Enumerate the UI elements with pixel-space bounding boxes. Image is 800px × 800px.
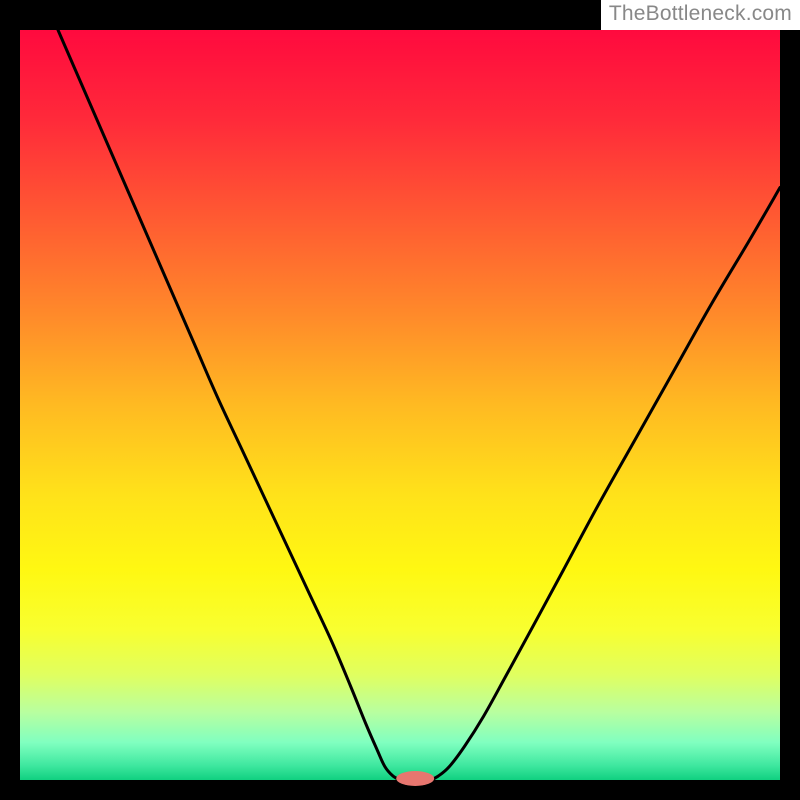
- chart-container: { "watermark": { "text": "TheBottleneck.…: [0, 0, 800, 800]
- plot-background: [20, 30, 780, 780]
- watermark-label: TheBottleneck.com: [601, 0, 800, 30]
- bottleneck-curve-chart: [0, 0, 800, 800]
- optimal-marker: [396, 771, 434, 786]
